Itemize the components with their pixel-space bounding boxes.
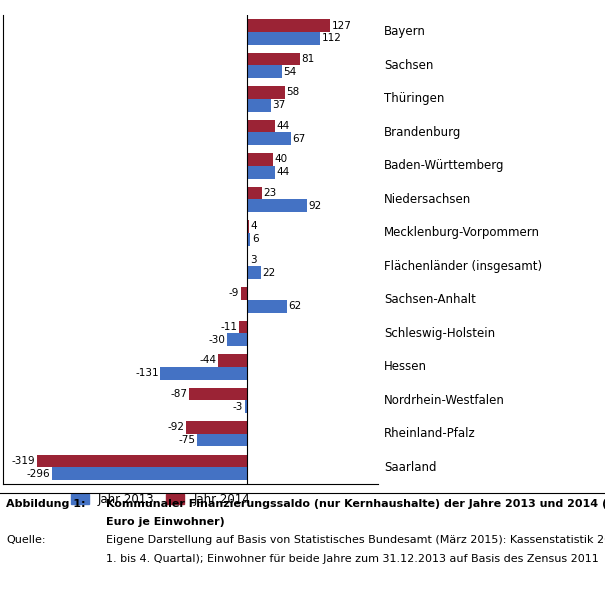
Bar [197, 434, 246, 446]
Bar [186, 421, 246, 434]
Text: 58: 58 [286, 88, 299, 97]
Text: Nordrhein-Westfalen: Nordrhein-Westfalen [384, 394, 505, 407]
Text: Kommunaler Finanzierungssaldo (nur Kernhaushalte) der Jahre 2013 und 2014 (in: Kommunaler Finanzierungssaldo (nur Kernh… [106, 499, 605, 509]
Text: Schleswig-Holstein: Schleswig-Holstein [384, 327, 495, 340]
Bar [246, 220, 249, 233]
Bar [189, 388, 246, 401]
Bar [246, 166, 275, 178]
Bar [246, 19, 330, 32]
Bar [246, 253, 249, 266]
Bar [246, 233, 250, 246]
Text: 62: 62 [289, 301, 302, 311]
Text: Hessen: Hessen [384, 361, 427, 373]
Bar [218, 354, 246, 367]
Text: -87: -87 [171, 389, 188, 399]
Text: -30: -30 [209, 335, 226, 345]
Bar [246, 300, 287, 313]
Text: Rheinland-Pfalz: Rheinland-Pfalz [384, 427, 476, 440]
Legend: Jahr 2013, Jahr 2014: Jahr 2013, Jahr 2014 [66, 488, 255, 511]
Bar [246, 53, 300, 65]
Text: Euro je Einwohner): Euro je Einwohner) [106, 517, 224, 528]
Bar [36, 454, 246, 467]
Text: Bayern: Bayern [384, 25, 426, 38]
Text: 44: 44 [276, 121, 290, 131]
Bar [246, 32, 320, 45]
Text: -75: -75 [179, 435, 196, 445]
Text: Baden-Württemberg: Baden-Württemberg [384, 159, 505, 172]
Bar [246, 65, 282, 78]
Bar [227, 333, 246, 346]
Text: 23: 23 [263, 188, 276, 198]
Bar [160, 367, 246, 379]
Text: Mecklenburg-Vorpommern: Mecklenburg-Vorpommern [384, 226, 540, 240]
Bar [246, 266, 261, 279]
Bar [244, 401, 246, 413]
Text: 3: 3 [250, 255, 257, 265]
Bar [246, 99, 271, 111]
Text: 1. bis 4. Quartal); Einwohner für beide Jahre zum 31.12.2013 auf Basis des Zensu: 1. bis 4. Quartal); Einwohner für beide … [106, 554, 598, 564]
Text: Quelle:: Quelle: [6, 535, 45, 546]
Text: -9: -9 [229, 289, 239, 298]
Text: Brandenburg: Brandenburg [384, 126, 462, 139]
Text: 4: 4 [250, 221, 257, 232]
Text: 37: 37 [272, 100, 286, 110]
Text: Sachsen-Anhalt: Sachsen-Anhalt [384, 293, 476, 306]
Text: 112: 112 [321, 33, 341, 43]
Text: -44: -44 [199, 355, 216, 365]
Text: 44: 44 [276, 167, 290, 177]
Text: -92: -92 [168, 422, 185, 433]
Text: -296: -296 [27, 469, 50, 479]
Bar [246, 199, 307, 212]
Bar [246, 132, 290, 145]
Text: -11: -11 [221, 322, 238, 332]
Bar [246, 153, 273, 166]
Text: 67: 67 [292, 134, 305, 144]
Text: -131: -131 [136, 368, 159, 378]
Text: -3: -3 [233, 402, 243, 411]
Bar [246, 120, 275, 132]
Text: Abbildung 1:: Abbildung 1: [6, 499, 85, 509]
Text: 81: 81 [301, 54, 315, 64]
Text: 54: 54 [283, 67, 296, 77]
Bar [241, 287, 246, 300]
Bar [246, 86, 285, 99]
Text: 92: 92 [309, 201, 322, 211]
Bar [246, 186, 261, 199]
Text: Sachsen: Sachsen [384, 59, 434, 72]
Bar [239, 321, 246, 333]
Text: Saarland: Saarland [384, 461, 437, 474]
Text: -319: -319 [11, 456, 35, 466]
Text: Flächenländer (insgesamt): Flächenländer (insgesamt) [384, 260, 542, 273]
Text: Eigene Darstellung auf Basis von Statistisches Bundesamt (März 2015): Kassenstat: Eigene Darstellung auf Basis von Statist… [106, 535, 605, 546]
Text: Thüringen: Thüringen [384, 93, 445, 105]
Bar [51, 467, 246, 480]
Text: 6: 6 [252, 234, 258, 244]
Text: 22: 22 [263, 267, 275, 278]
Text: Niedersachsen: Niedersachsen [384, 193, 471, 206]
Text: 127: 127 [332, 21, 352, 30]
Text: 40: 40 [274, 154, 287, 165]
